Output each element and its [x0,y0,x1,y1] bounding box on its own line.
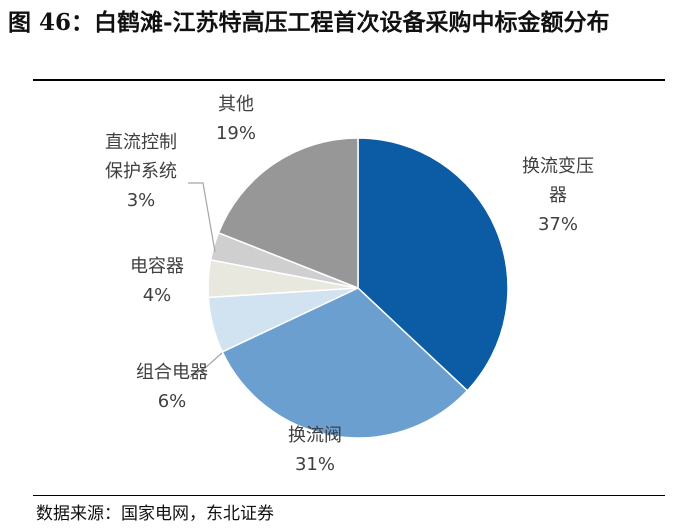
slice-value-label: 6% [158,391,187,412]
slice-name-label: 器 [549,185,567,206]
slice-value-label: 4% [143,285,172,306]
slice-name-label: 直流控制 [105,132,177,153]
leader-lines [188,182,223,378]
pie-slices [207,137,509,439]
pie-slice [221,287,469,439]
leader-line [189,352,223,378]
slice-name-label: 保护系统 [105,161,177,182]
source-rule [33,495,665,496]
slice-name-label: 其他 [218,94,254,115]
slice-name-label: 换流变压 [522,156,594,177]
slice-value-label: 37% [538,214,578,235]
title-rule [33,79,665,81]
leader-line [188,182,216,253]
slice-name-label: 组合电器 [136,362,208,383]
slice-value-label: 19% [216,123,256,144]
slice-name-label: 换流阀 [288,425,342,446]
source-note: 数据来源：国家电网，东北证券 [36,504,274,524]
chart-title: 图 46：白鹤滩-江苏特高压工程首次设备采购中标金额分布 [8,9,610,36]
pie-slice [217,137,359,290]
slice-value-label: 31% [295,454,335,475]
pie-slice [357,137,509,392]
slice-value-label: 3% [127,190,156,211]
slice-name-label: 电容器 [130,256,184,277]
